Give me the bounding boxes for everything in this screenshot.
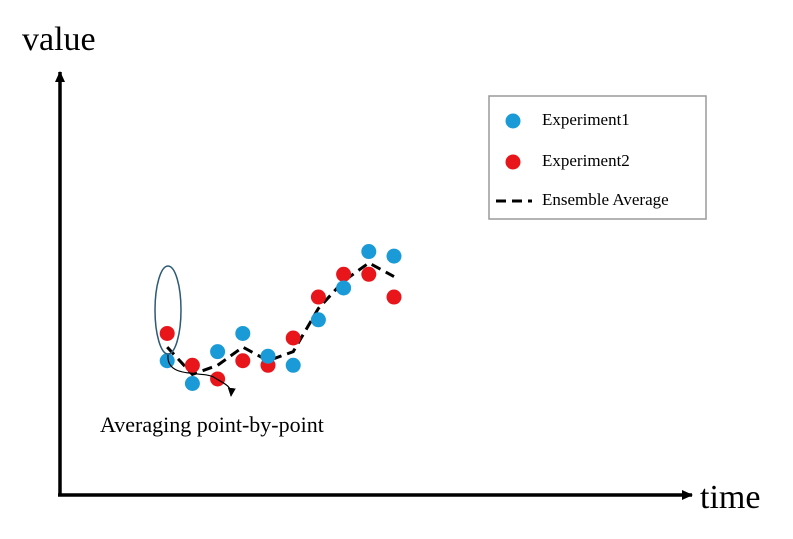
- legend-marker-experiment2: [505, 154, 521, 170]
- data-point-experiment2-10: [386, 289, 402, 305]
- data-point-experiment2-7: [310, 289, 326, 305]
- y-axis-title: value: [22, 21, 96, 58]
- data-point-experiment2-1: [159, 325, 175, 341]
- legend-label-experiment2: Experiment2: [542, 151, 630, 170]
- data-point-experiment2-2: [184, 357, 200, 373]
- x-axis-title: time: [700, 479, 760, 516]
- data-point-experiment2-6: [285, 330, 301, 346]
- data-point-experiment2-9: [361, 266, 377, 282]
- data-point-experiment1-4: [235, 325, 251, 341]
- series-line-ensemble-average: [166, 261, 395, 377]
- legend-marker-experiment1: [505, 113, 521, 129]
- data-point-experiment2-8: [336, 266, 352, 282]
- data-point-experiment1-7: [310, 312, 326, 328]
- annotation-ellipse: [154, 265, 182, 355]
- data-point-experiment1-6: [285, 357, 301, 373]
- data-point-experiment1-10: [386, 248, 402, 264]
- data-point-experiment1-3: [210, 344, 226, 360]
- plot-area: [159, 244, 402, 391]
- data-point-experiment1-2: [184, 376, 200, 391]
- data-point-experiment1-5: [260, 348, 276, 364]
- legend-label-experiment1: Experiment1: [542, 110, 630, 129]
- data-point-experiment2-4: [235, 353, 251, 369]
- data-point-experiment1-1: [159, 353, 175, 369]
- legend-label-ensemble-average: Ensemble Average: [542, 190, 669, 209]
- data-point-experiment1-9: [361, 244, 377, 260]
- legend: Experiment1 Experiment2 Ensemble Average: [488, 95, 707, 220]
- annotation-text: Averaging point-by-point: [100, 412, 324, 437]
- data-point-experiment1-8: [336, 280, 352, 296]
- annotation-arrow: [167, 354, 236, 397]
- legend-box: [488, 95, 707, 220]
